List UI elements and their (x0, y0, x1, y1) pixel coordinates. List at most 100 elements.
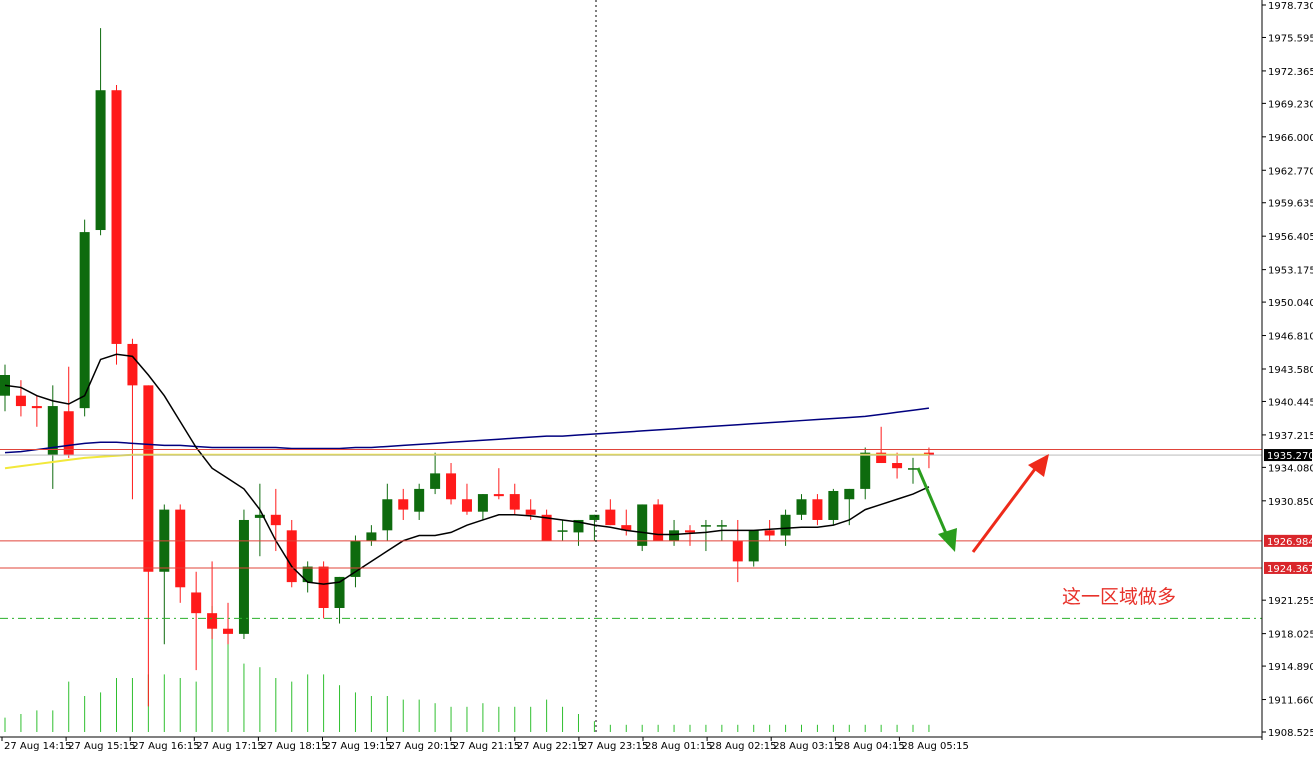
price-tick-label: 1956.405 (1268, 232, 1313, 243)
level-label-box (1264, 449, 1312, 462)
candle-body (254, 514, 265, 518)
candle-body (302, 566, 313, 583)
candle (207, 561, 218, 640)
price-tick-label: 1978.730 (1268, 1, 1313, 12)
candle (63, 366, 74, 458)
candle (461, 483, 472, 515)
time-tick-label: 28 Aug 03:15 (773, 741, 840, 752)
candle-body (573, 519, 584, 533)
time-tick-label: 28 Aug 01:15 (645, 741, 712, 752)
price-tick-label: 1914.890 (1268, 662, 1313, 673)
level-label-box (1264, 561, 1312, 574)
ma-long-line (4, 407, 930, 454)
candle-body (653, 504, 664, 541)
candle-body (684, 530, 695, 533)
candle-body (350, 540, 361, 577)
price-tick-label: 1940.445 (1268, 397, 1313, 408)
candle-body (47, 406, 58, 455)
price-axis: 1978.730 1975.595 1972.365 1969.230 1966.000… (1261, 0, 1313, 740)
price-tick-label: 1943.580 (1268, 365, 1313, 376)
price-tick-label: 1972.365 (1268, 67, 1313, 78)
candle-body (876, 452, 887, 464)
candle-body (270, 514, 281, 526)
price-tick-label: 1962.770 (1268, 166, 1313, 177)
candle (111, 85, 122, 365)
candle (350, 535, 361, 588)
price-tick-label: 1946.810 (1268, 332, 1313, 343)
price-tick-label: 1921.255 (1268, 596, 1313, 607)
candle-body (461, 499, 472, 512)
candle-body (430, 473, 441, 489)
candle-body (111, 90, 122, 344)
candle (477, 494, 488, 520)
price-tick-label: 1930.850 (1268, 497, 1313, 508)
candle (47, 385, 58, 489)
candle-body (191, 592, 202, 614)
price-tick-label: 1975.595 (1268, 33, 1313, 44)
candle (334, 576, 345, 624)
candle (860, 447, 871, 500)
candle (318, 561, 329, 619)
candle-body (238, 519, 249, 634)
down-arrow-head (938, 528, 957, 552)
candle (302, 561, 313, 593)
candle (446, 463, 457, 505)
candle-body (15, 395, 26, 407)
time-tick-label: 27 Aug 21:15 (453, 741, 520, 752)
candle (366, 525, 377, 546)
candle (31, 395, 42, 427)
candle-body (764, 530, 775, 536)
candle (621, 509, 632, 536)
candle (127, 338, 138, 500)
candle-body (31, 406, 42, 409)
candle (0, 364, 10, 412)
candle-body (334, 576, 345, 608)
candle (286, 519, 297, 588)
candle (191, 571, 202, 671)
levels-layer: 1935.270 1926.984 1924.367 (0, 449, 1313, 619)
candle (493, 468, 504, 500)
candle (159, 504, 170, 645)
candle-body (414, 488, 425, 512)
candle-body (63, 411, 74, 455)
price-tick-label: 1937.215 (1268, 431, 1313, 442)
candle (238, 509, 249, 640)
candle-body (669, 530, 680, 541)
time-tick-label: 27 Aug 17:15 (196, 741, 263, 752)
price-tick-label: 1966.000 (1268, 133, 1313, 144)
up-arrow-head (1028, 454, 1049, 477)
candle-body (732, 540, 743, 562)
candle-body (318, 566, 329, 608)
candle (796, 494, 807, 520)
time-tick-label: 27 Aug 16:15 (132, 741, 199, 752)
candle (732, 519, 743, 583)
candle-body (525, 509, 536, 515)
candle-body (95, 90, 106, 231)
candle-body (79, 232, 90, 409)
candle (605, 499, 616, 526)
time-tick-label: 27 Aug 14:15 (4, 741, 71, 752)
arrows-layer (916, 454, 1049, 553)
candle (748, 530, 759, 567)
candle-body (223, 628, 234, 634)
time-tick-label: 27 Aug 18:15 (260, 741, 327, 752)
candle-body (557, 530, 568, 532)
time-tick-label: 27 Aug 15:15 (68, 741, 135, 752)
candle (79, 219, 90, 417)
candle-body (637, 504, 648, 546)
price-tick-label: 1918.025 (1268, 630, 1313, 641)
candle (892, 452, 903, 479)
up-arrow-shaft (971, 464, 1040, 553)
candle-body (716, 525, 727, 527)
candle (509, 483, 520, 515)
candle-body (286, 530, 297, 583)
candle (175, 504, 186, 603)
price-tick-label: 1969.230 (1268, 99, 1313, 110)
chart-annotation: 这一区域做多 (1062, 586, 1176, 608)
candle (923, 447, 934, 469)
candle (637, 504, 648, 552)
time-tick-label: 27 Aug 23:15 (581, 741, 648, 752)
time-tick-label: 27 Aug 20:15 (389, 741, 456, 752)
